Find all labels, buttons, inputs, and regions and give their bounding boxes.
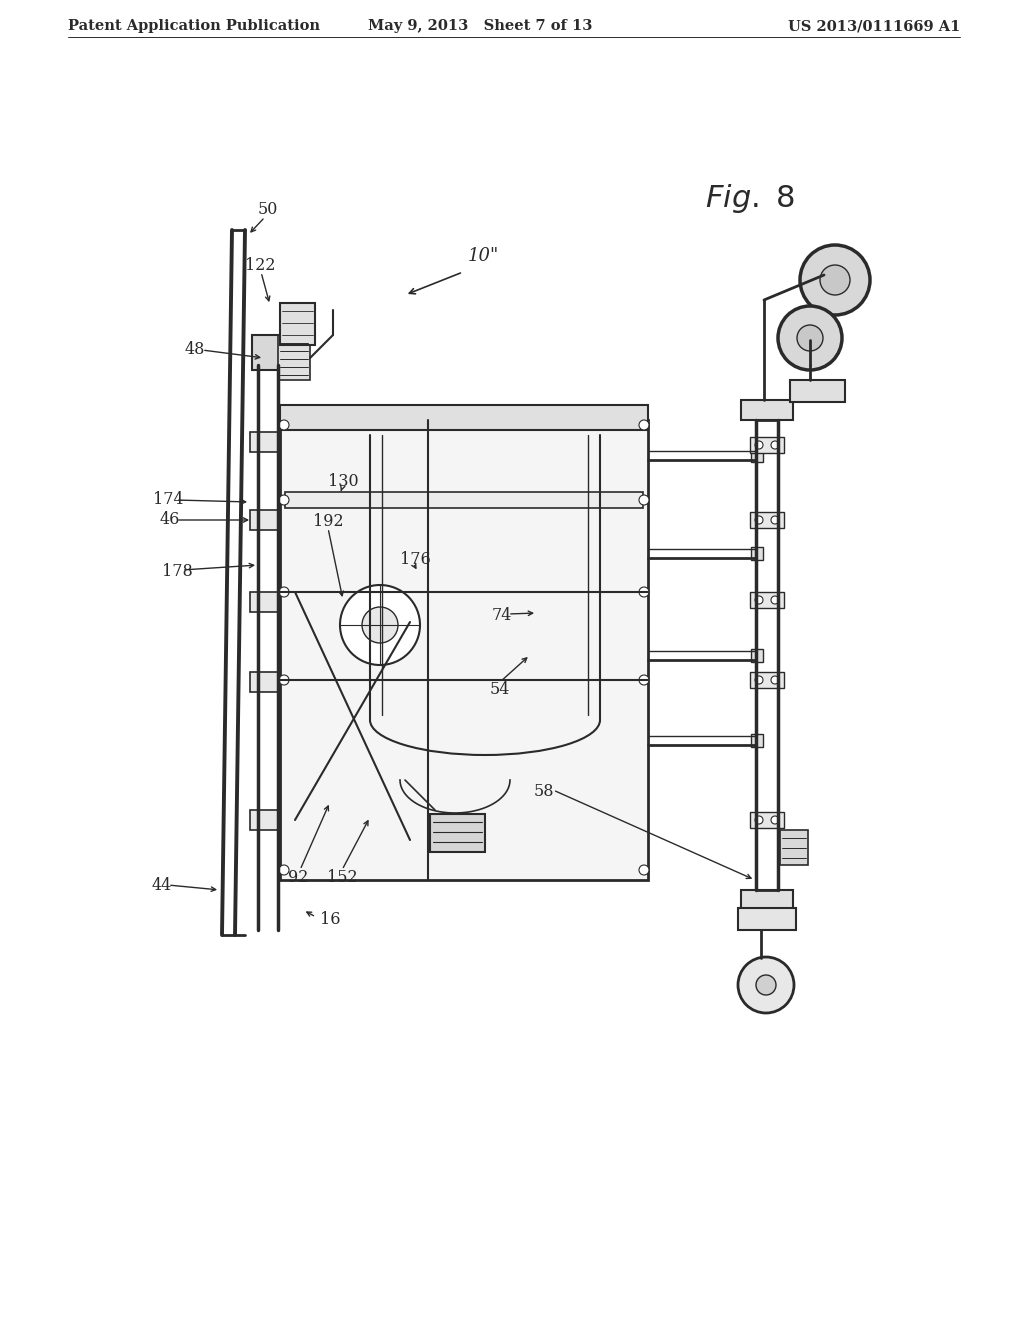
Circle shape: [771, 441, 779, 449]
Text: 74: 74: [492, 606, 512, 623]
Bar: [250, 810, 286, 830]
Circle shape: [755, 597, 763, 605]
Text: 92: 92: [288, 870, 308, 887]
Circle shape: [279, 675, 289, 685]
Circle shape: [755, 816, 763, 824]
Text: 178: 178: [162, 564, 193, 581]
Circle shape: [279, 495, 289, 506]
Bar: [741, 890, 793, 909]
Circle shape: [639, 865, 649, 875]
Bar: [252, 335, 284, 370]
Bar: [280, 405, 648, 430]
Bar: [751, 546, 763, 560]
Bar: [280, 304, 315, 345]
Circle shape: [755, 441, 763, 449]
Circle shape: [639, 675, 649, 685]
Bar: [750, 512, 784, 528]
Text: 130: 130: [328, 474, 358, 491]
Text: 192: 192: [313, 513, 344, 531]
Circle shape: [797, 325, 823, 351]
Text: May 9, 2013   Sheet 7 of 13: May 9, 2013 Sheet 7 of 13: [368, 18, 592, 33]
Circle shape: [778, 306, 842, 370]
Circle shape: [755, 676, 763, 684]
Circle shape: [639, 420, 649, 430]
Circle shape: [756, 975, 776, 995]
Text: 58: 58: [534, 784, 555, 800]
Bar: [430, 814, 485, 851]
Circle shape: [279, 420, 289, 430]
Text: 152: 152: [327, 870, 357, 887]
Circle shape: [771, 676, 779, 684]
Text: 10": 10": [468, 247, 500, 265]
Bar: [751, 449, 763, 462]
Text: 54: 54: [490, 681, 510, 698]
Bar: [250, 672, 286, 692]
Bar: [250, 432, 286, 451]
Bar: [750, 437, 784, 453]
Text: 50: 50: [258, 202, 279, 219]
Text: 48: 48: [185, 342, 206, 359]
Bar: [285, 492, 643, 508]
Text: 16: 16: [319, 912, 341, 928]
Bar: [738, 908, 796, 931]
Text: US 2013/0111669 A1: US 2013/0111669 A1: [787, 18, 961, 33]
Bar: [250, 591, 286, 612]
Circle shape: [639, 587, 649, 597]
Text: 176: 176: [400, 552, 431, 569]
Text: 44: 44: [152, 876, 172, 894]
Bar: [751, 734, 763, 747]
Text: 46: 46: [160, 511, 180, 528]
Bar: [751, 649, 763, 663]
Bar: [280, 420, 648, 880]
Bar: [278, 335, 310, 380]
Bar: [750, 812, 784, 828]
Bar: [250, 510, 286, 531]
Text: 174: 174: [153, 491, 183, 508]
Text: 122: 122: [245, 256, 275, 273]
Circle shape: [771, 816, 779, 824]
Circle shape: [639, 495, 649, 506]
Text: Patent Application Publication: Patent Application Publication: [68, 18, 319, 33]
Bar: [741, 400, 793, 420]
Circle shape: [800, 246, 870, 315]
Circle shape: [820, 265, 850, 294]
Circle shape: [771, 597, 779, 605]
Circle shape: [279, 587, 289, 597]
Circle shape: [771, 516, 779, 524]
Bar: [780, 830, 808, 865]
Bar: [750, 591, 784, 609]
Circle shape: [755, 516, 763, 524]
Circle shape: [279, 865, 289, 875]
Circle shape: [738, 957, 794, 1012]
Circle shape: [340, 585, 420, 665]
Bar: [790, 380, 845, 403]
Bar: [750, 672, 784, 688]
Text: $\mathit{Fig.\ 8}$: $\mathit{Fig.\ 8}$: [705, 182, 796, 215]
Circle shape: [362, 607, 398, 643]
